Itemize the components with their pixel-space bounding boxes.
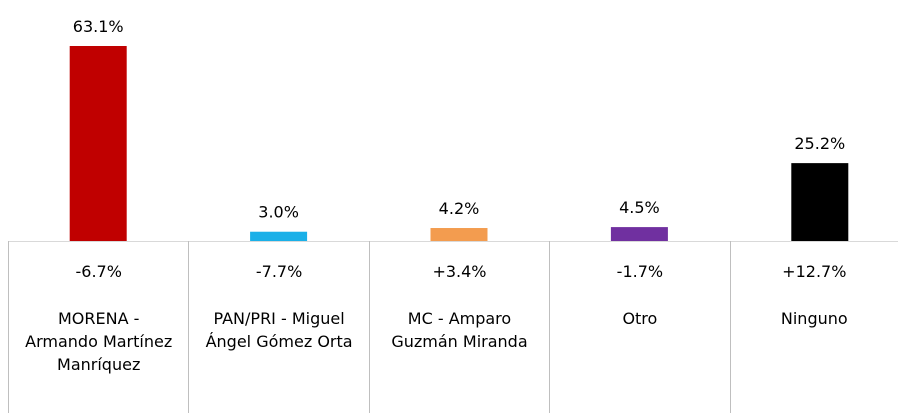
data-label: 3.0%: [258, 203, 299, 222]
data-label: 4.2%: [439, 199, 480, 218]
change-cell: -1.7%: [549, 241, 729, 303]
table-top-border: [8, 241, 898, 242]
change-cell: +3.4%: [368, 241, 549, 303]
category-cell: Otro: [549, 303, 729, 413]
category-cell: Ninguno: [729, 303, 898, 413]
category-cell: MORENA - Armando Martínez Manríquez: [8, 303, 188, 413]
bar: [250, 231, 308, 241]
change-cell: -6.7%: [8, 241, 188, 303]
bar: [430, 228, 488, 241]
plot-area: 63.1% 3.0% 4.2% 4.5% 25.2%: [69, 17, 849, 241]
data-label: 4.5%: [619, 198, 660, 217]
bar: [791, 163, 849, 241]
change-cell: -7.7%: [188, 241, 368, 303]
bar: [69, 46, 127, 241]
category-cell: PAN/PRI - Miguel Ángel Gómez Orta: [188, 303, 368, 413]
category-cell: MC - Amparo Guzmán Miranda: [368, 303, 549, 413]
data-label: 63.1%: [73, 17, 124, 36]
change-cell: +12.7%: [729, 241, 898, 303]
data-label: 25.2%: [794, 134, 845, 153]
bar: [610, 227, 668, 241]
